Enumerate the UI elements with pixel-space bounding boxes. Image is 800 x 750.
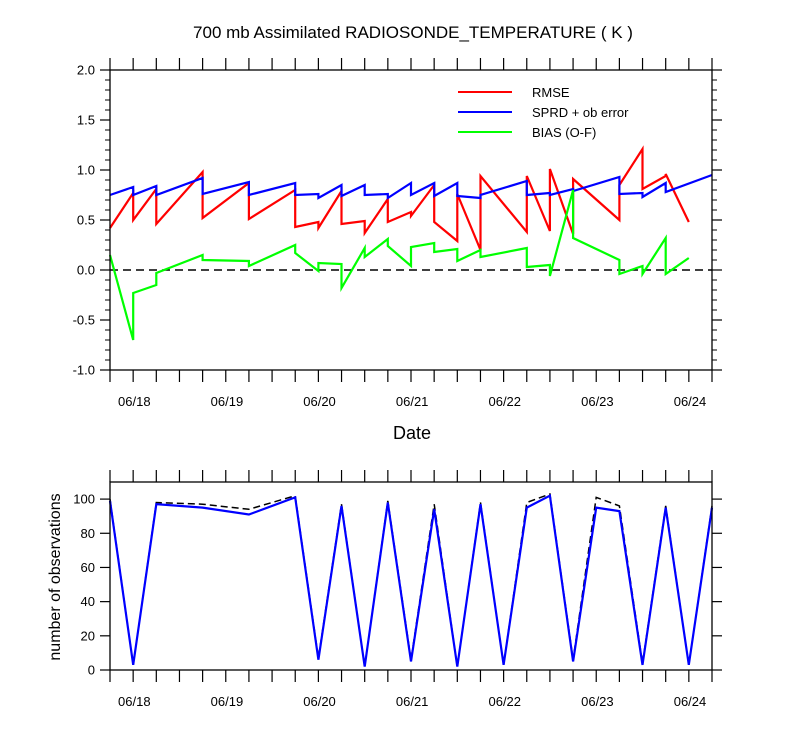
y-tick-label: -1.0 xyxy=(73,363,95,378)
y-axis-label-observations: number of observations xyxy=(47,493,64,660)
x-tick-label: 06/21 xyxy=(396,694,429,709)
y-tick-label: 80 xyxy=(81,526,95,541)
y-tick-label: 100 xyxy=(73,492,95,507)
series-line-bias-o-f-0 xyxy=(108,189,690,341)
x-axis-label: Date xyxy=(393,423,431,443)
y-tick-label: 60 xyxy=(81,560,95,575)
x-tick-label: 06/19 xyxy=(211,694,244,709)
top-panel: 700 mb Assimilated RADIOSONDE_TEMPERATUR… xyxy=(73,23,722,443)
bottom-panel: 0 20 40 60 80 100 06/18 06/19 06/20 06/21 06/22 06… xyxy=(47,470,722,709)
chart-title: 700 mb Assimilated RADIOSONDE_TEMPERATUR… xyxy=(193,23,633,42)
y-tick-label: 0.5 xyxy=(77,213,95,228)
bottom-plot-frame xyxy=(109,481,713,671)
x-tick-label: 06/22 xyxy=(488,694,521,709)
x-tick-label: 06/21 xyxy=(396,394,429,409)
series-line-rmse-0 xyxy=(109,145,690,251)
y-tick-label: 2.0 xyxy=(77,63,95,78)
y-tick-label: 20 xyxy=(81,628,95,643)
y-tick-label: 1.0 xyxy=(77,163,95,178)
legend-label-rmse: RMSE xyxy=(532,85,570,100)
legend-label-sprd: SPRD + ob error xyxy=(532,105,629,120)
y-tick-label: -0.5 xyxy=(73,313,95,328)
legend-label-bias: BIAS (O-F) xyxy=(532,125,596,140)
x-tick-label: 06/20 xyxy=(303,394,336,409)
legend: RMSE SPRD + ob error BIAS (O-F) xyxy=(458,85,629,140)
x-tick-label: 06/18 xyxy=(118,694,151,709)
x-tick-label: 06/23 xyxy=(581,394,614,409)
x-tick-label: 06/23 xyxy=(581,694,614,709)
y-tick-label: 40 xyxy=(81,594,95,609)
y-tick-label: 1.5 xyxy=(77,113,95,128)
x-tick-label: 06/22 xyxy=(488,394,521,409)
x-tick-label: 06/24 xyxy=(674,394,707,409)
y-tick-label: 0 xyxy=(88,663,95,678)
x-tick-label: 06/19 xyxy=(211,394,244,409)
x-tick-label: 06/20 xyxy=(303,694,336,709)
series-line-sprd-ob-error-0 xyxy=(109,173,713,201)
series-line-used-1 xyxy=(108,494,714,667)
x-tick-label: 06/24 xyxy=(674,694,707,709)
y-tick-label: 0.0 xyxy=(77,263,95,278)
x-tick-label: 06/18 xyxy=(118,394,151,409)
